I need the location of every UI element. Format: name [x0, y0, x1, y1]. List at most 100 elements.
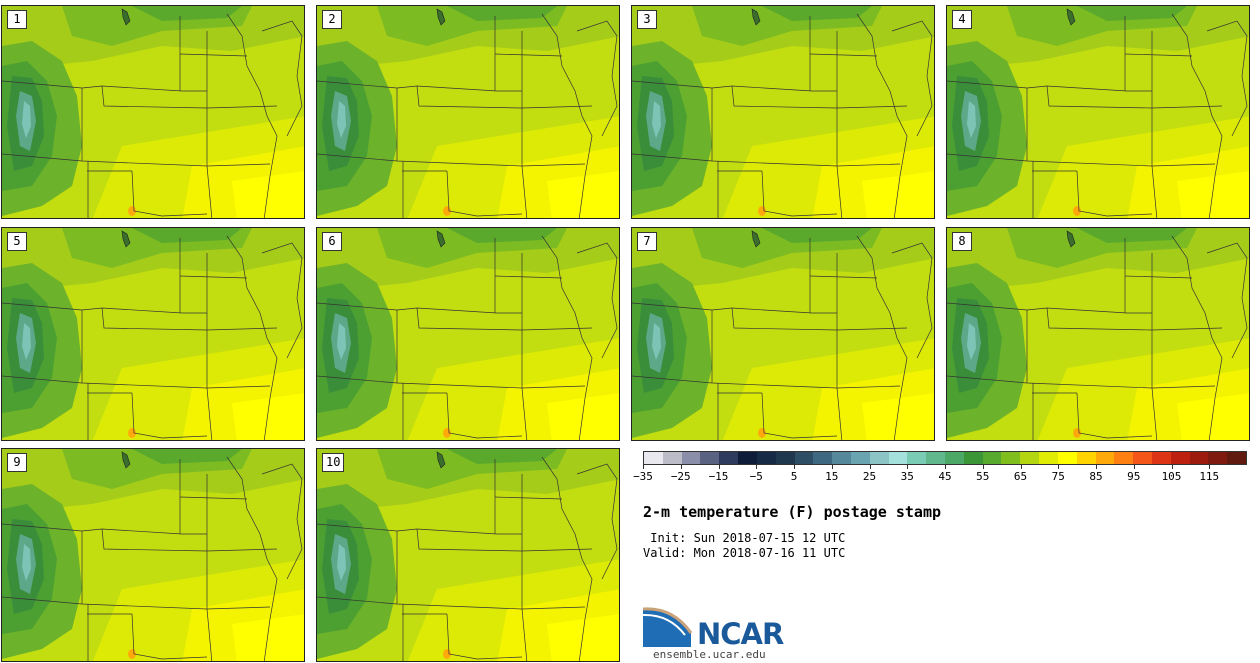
colorbar-segment	[1001, 452, 1021, 464]
colorbar-tick-label: 15	[825, 470, 839, 483]
colorbar-tick	[1171, 465, 1173, 469]
colorbar-segment	[700, 452, 720, 464]
ensemble-member-panel: 3	[631, 5, 935, 219]
colorbar-tick-label: 95	[1127, 470, 1141, 483]
temperature-map	[317, 6, 619, 218]
colorbar-segment	[1133, 452, 1152, 464]
ensemble-url[interactable]: ensemble.ucar.edu	[653, 648, 766, 661]
colorbar-tick-label: 105	[1161, 470, 1182, 483]
colorbar-tick-label: 25	[862, 470, 877, 483]
colorbar-tick-label: −15	[708, 470, 729, 483]
colorbar-tick	[1058, 465, 1060, 469]
colorbar-tick	[718, 465, 720, 469]
colorbar-segment	[945, 452, 964, 464]
colorbar-segment	[1039, 452, 1058, 464]
colorbar-segment	[719, 452, 739, 464]
ncar-wordmark: NCAR	[697, 617, 784, 651]
ensemble-member-panel: 4	[946, 5, 1250, 219]
colorbar-tick	[794, 465, 795, 469]
colorbar-tick	[1133, 465, 1135, 469]
colorbar-segment	[681, 452, 701, 464]
temperature-map	[947, 6, 1249, 218]
colorbar-tick-label: 75	[1051, 470, 1065, 483]
member-label: 9	[7, 453, 27, 472]
member-label: 10	[322, 453, 345, 472]
ensemble-member-panel: 7	[631, 227, 935, 441]
colorbar-tick-label: 45	[938, 470, 952, 483]
colorbar-segment	[1208, 452, 1228, 464]
colorbar-tick	[945, 465, 946, 469]
member-label: 5	[7, 232, 27, 251]
valid-time: Valid: Mon 2018-07-16 11 UTC	[643, 546, 846, 560]
temperature-map	[947, 228, 1249, 440]
colorbar-segment	[1095, 452, 1115, 464]
colorbar-tick-label: 5	[790, 470, 798, 483]
ensemble-member-panel: 9	[1, 448, 305, 662]
colorbar-tick	[831, 465, 833, 469]
colorbar-segment	[850, 452, 870, 464]
temperature-colorbar	[643, 451, 1247, 465]
colorbar-tick-label: 65	[1013, 470, 1028, 483]
temperature-map	[632, 6, 934, 218]
colorbar-tick	[1209, 465, 1211, 469]
colorbar-tick	[907, 465, 909, 469]
member-label: 4	[952, 10, 972, 29]
temperature-map	[2, 6, 304, 218]
member-label: 1	[7, 10, 27, 29]
colorbar-segment	[794, 452, 814, 464]
colorbar-tick	[680, 465, 682, 469]
ncar-logo-icon	[643, 607, 693, 647]
ensemble-member-panel: 8	[946, 227, 1250, 441]
temperature-map	[2, 228, 304, 440]
colorbar-tick	[1096, 465, 1097, 469]
colorbar-segment	[963, 452, 983, 464]
colorbar-segment	[813, 452, 833, 464]
colorbar-tick	[982, 465, 984, 469]
colorbar-tick	[756, 465, 758, 469]
colorbar-segment	[869, 452, 889, 464]
colorbar-tick-label: 85	[1089, 470, 1103, 483]
colorbar-segment	[1076, 452, 1096, 464]
colorbar-segment	[1189, 452, 1209, 464]
colorbar-segment	[1114, 452, 1134, 464]
colorbar-tick-label: −25	[670, 470, 691, 483]
colorbar-tick-label: 35	[900, 470, 914, 483]
member-label: 6	[322, 232, 342, 251]
colorbar-tick-label: 115	[1199, 470, 1220, 483]
colorbar-segment	[1170, 452, 1190, 464]
colorbar-segment	[644, 452, 663, 464]
colorbar-tick	[869, 465, 871, 469]
colorbar-segment	[926, 452, 945, 464]
colorbar-segment	[888, 452, 908, 464]
colorbar-segment	[982, 452, 1002, 464]
colorbar-segment	[756, 452, 776, 464]
plot-title: 2-m temperature (F) postage stamp	[643, 503, 942, 521]
colorbar-segment	[907, 452, 927, 464]
member-label: 3	[637, 10, 657, 29]
colorbar-segment	[1057, 452, 1077, 464]
temperature-map	[2, 449, 304, 661]
ensemble-member-panel: 2	[316, 5, 620, 219]
member-label: 7	[637, 232, 657, 251]
ensemble-member-panel: 5	[1, 227, 305, 441]
colorbar-segment	[1020, 452, 1040, 464]
colorbar-tick	[643, 465, 644, 469]
ensemble-member-panel: 6	[316, 227, 620, 441]
colorbar-tick-label: −5	[749, 470, 763, 483]
temperature-map	[317, 449, 619, 661]
member-label: 8	[952, 232, 972, 251]
colorbar-tick-label: 55	[976, 470, 990, 483]
colorbar-segment	[662, 452, 682, 464]
colorbar-segment	[832, 452, 851, 464]
colorbar-ticks: −35 −25 −15 −5 5 15 25 35 45 55 65 75 85 95 105 115	[633, 465, 1247, 485]
temperature-map	[317, 228, 619, 440]
colorbar-segment	[1151, 452, 1171, 464]
ensemble-member-panel: 1	[1, 5, 305, 219]
colorbar-tick-label: −35	[633, 470, 653, 483]
member-label: 2	[322, 10, 342, 29]
colorbar-segment	[775, 452, 795, 464]
colorbar-segment	[738, 452, 757, 464]
temperature-map	[632, 228, 934, 440]
colorbar-segment	[1227, 452, 1246, 464]
colorbar-tick	[1020, 465, 1022, 469]
